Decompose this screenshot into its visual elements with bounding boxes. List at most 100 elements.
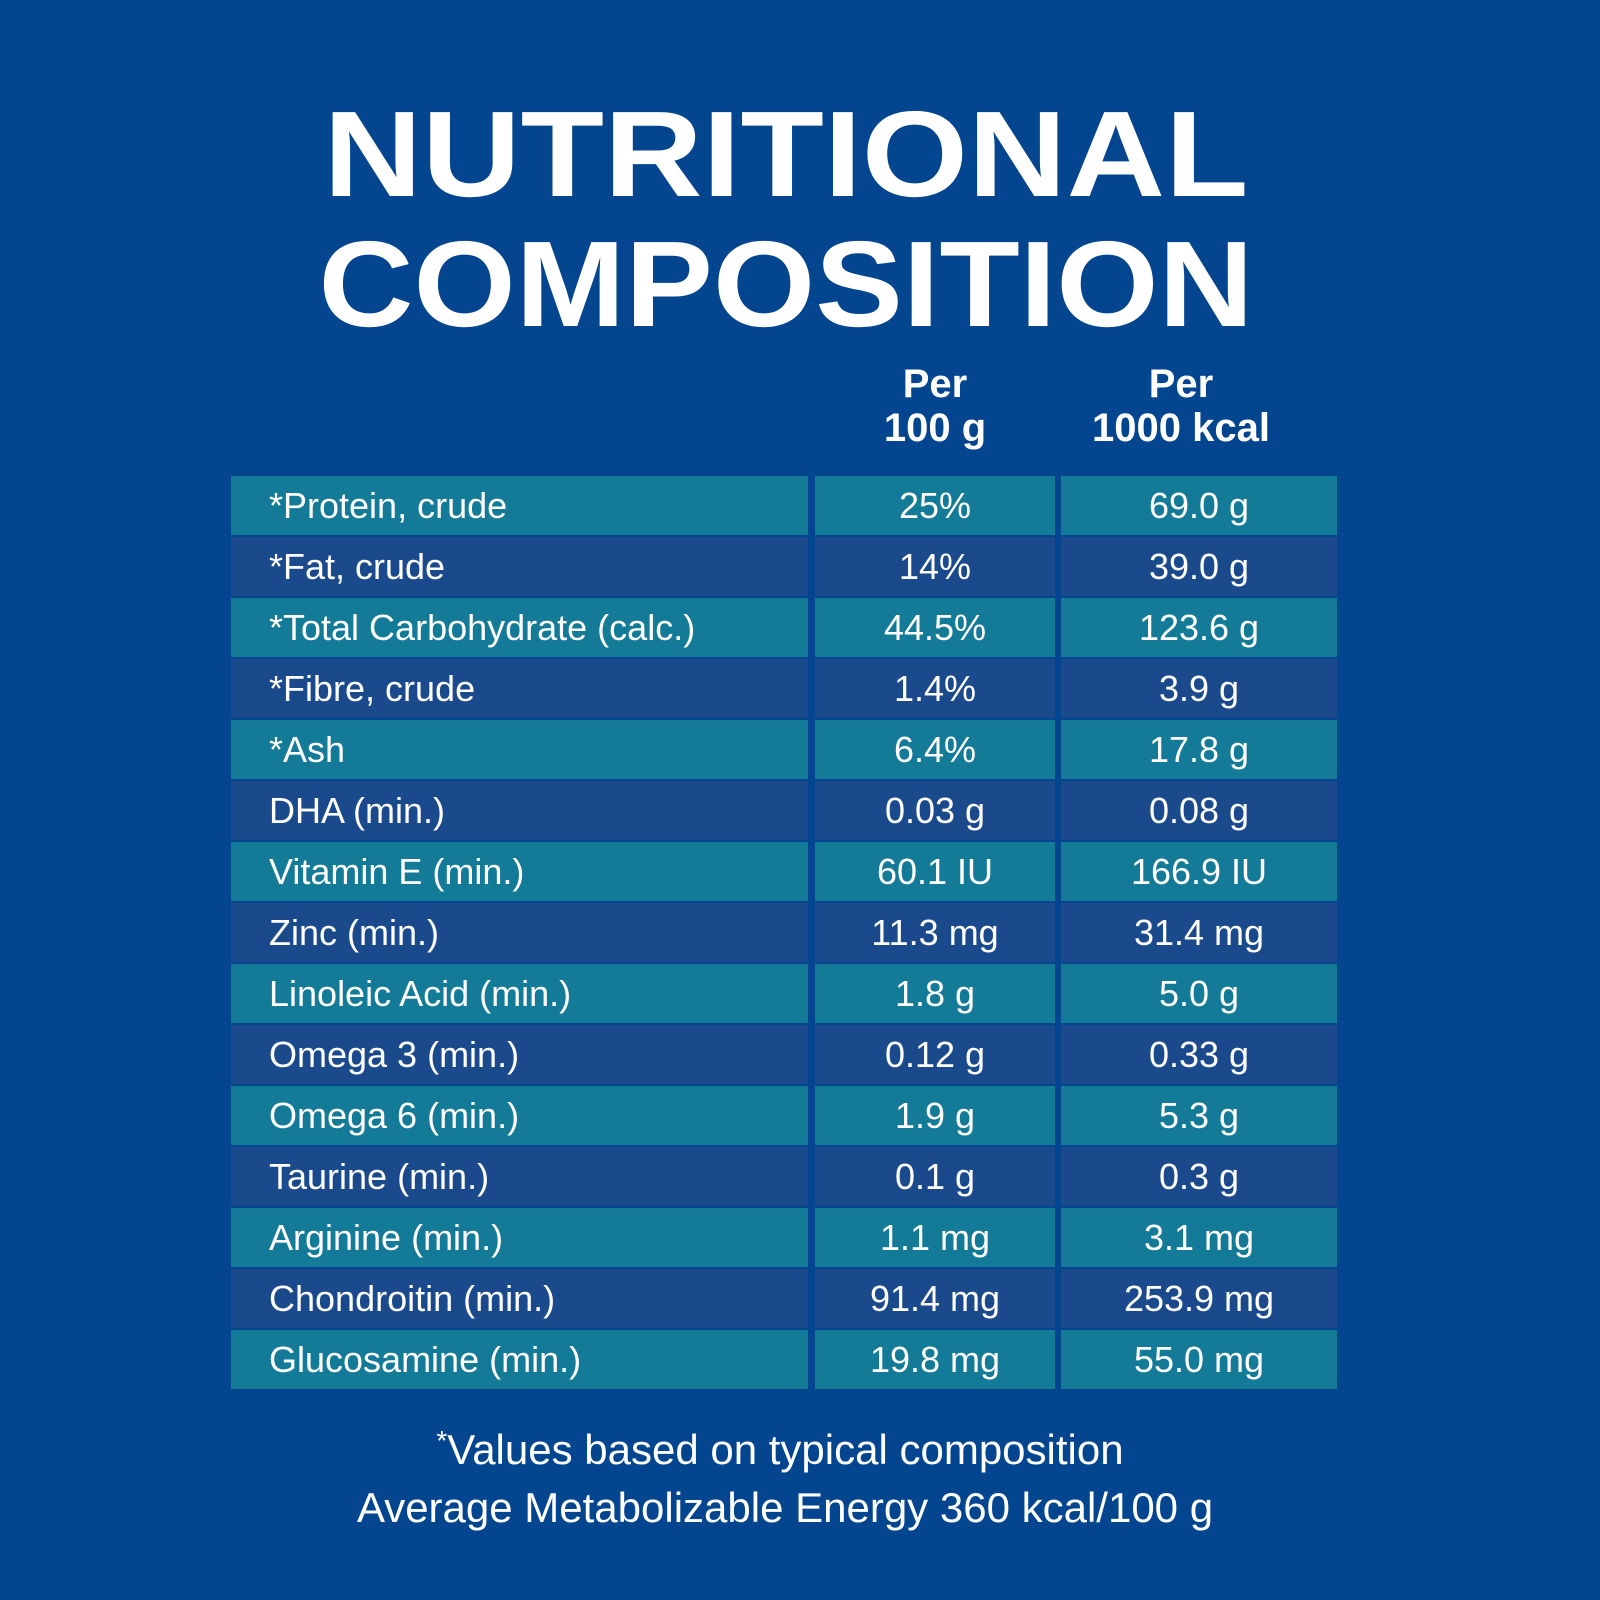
nutrient-name: DHA (min.) [269,790,445,831]
column-header: Per [903,362,968,406]
nutrient-value: 6.4% [894,729,976,770]
title-line: NUTRITIONAL [324,86,1249,222]
nutrient-value: 1.8 g [895,973,975,1014]
nutrient-value: 3.9 g [1159,668,1239,709]
nutrient-value: 0.33 g [1149,1034,1249,1075]
footnote-text: Values based on typical composition [447,1426,1123,1473]
nutrient-name: Arginine (min.) [269,1217,503,1258]
table-cell [231,537,808,596]
nutrient-name: Omega 3 (min.) [269,1034,519,1075]
table-cell [815,1330,1055,1389]
table-cell [815,598,1055,657]
nutrient-value: 253.9 mg [1124,1278,1274,1319]
nutrient-value: 17.8 g [1149,729,1249,770]
table-cell [1061,1208,1337,1267]
nutrient-name: Linoleic Acid (min.) [269,973,571,1014]
nutrient-value: 1.9 g [895,1095,975,1136]
table-cell [1061,1330,1337,1389]
table-cell [231,964,808,1023]
table-cell [231,1086,808,1145]
table-cell [1061,1269,1337,1328]
column-header: Per [1149,362,1214,406]
table-cell [231,1269,808,1328]
table-cell [1061,1025,1337,1084]
title-line: COMPOSITION [319,216,1254,352]
nutrient-name: Vitamin E (min.) [269,851,524,892]
table-cell [815,720,1055,779]
table-cell [815,476,1055,535]
table-cell [1061,720,1337,779]
nutrient-value: 166.9 IU [1131,851,1267,892]
nutrient-value: 0.03 g [885,790,985,831]
nutrient-name: *Total Carbohydrate (calc.) [269,607,695,648]
nutrient-name: Omega 6 (min.) [269,1095,519,1136]
nutrient-name: *Fat, crude [269,546,445,587]
nutrient-value: 11.3 mg [871,912,998,953]
table-cell [1061,903,1337,962]
nutrient-value: 14% [899,546,971,587]
nutrient-value: 5.3 g [1159,1095,1239,1136]
nutrient-name: *Ash [269,729,345,770]
nutrient-value: 0.1 g [895,1156,975,1197]
column-header: 100 g [884,406,986,450]
table-cell [815,964,1055,1023]
table-cell [815,842,1055,901]
table-cell [231,598,808,657]
table-cell [1061,781,1337,840]
table-cell [1061,964,1337,1023]
nutrient-value: 3.1 mg [1144,1217,1254,1258]
table-cell [231,903,808,962]
table-cell [231,781,808,840]
nutrient-name: Taurine (min.) [269,1156,489,1197]
table-cell [231,1025,808,1084]
table-cell [815,1269,1055,1328]
nutrient-value: 5.0 g [1159,973,1239,1014]
nutrient-value: 69.0 g [1149,485,1249,526]
table-cell [231,476,808,535]
nutrient-value: 19.8 mg [870,1339,1000,1380]
footnote-line: *Values based on typical composition [436,1425,1123,1473]
table-cell [231,1147,808,1206]
table-cell [231,842,808,901]
table-cell [1061,1147,1337,1206]
nutrient-value: 0.3 g [1159,1156,1239,1197]
table-cell [815,1086,1055,1145]
table-cell [231,659,808,718]
nutrient-value: 44.5% [884,607,986,648]
nutrient-name: *Fibre, crude [269,668,475,709]
nutrient-value: 91.4 mg [870,1278,1000,1319]
nutrient-name: *Protein, crude [269,485,507,526]
nutrient-value: 0.12 g [885,1034,985,1075]
table-cell [1061,598,1337,657]
table-cell [815,1025,1055,1084]
nutrient-value: 123.6 g [1139,607,1259,648]
table-cell [231,1330,808,1389]
nutrient-value: 31.4 mg [1134,912,1264,953]
nutrient-value: 1.4% [894,668,976,709]
table-cell [815,781,1055,840]
nutrient-name: Glucosamine (min.) [269,1339,581,1380]
nutrient-value: 39.0 g [1149,546,1249,587]
footnote-mark: * [436,1425,447,1456]
table-cell [1061,1086,1337,1145]
table-cell [1061,659,1337,718]
nutrient-value: 25% [899,485,971,526]
table-cell [231,720,808,779]
nutrient-value: 60.1 IU [877,851,993,892]
nutrient-value: 1.1 mg [880,1217,990,1258]
table-cell [815,659,1055,718]
footnote-line: Average Metabolizable Energy 360 kcal/10… [357,1484,1213,1531]
column-header: 1000 kcal [1092,406,1270,450]
table-cell [815,1208,1055,1267]
nutrient-name: Chondroitin (min.) [269,1278,555,1319]
nutrient-value: 0.08 g [1149,790,1249,831]
table-cell [1061,476,1337,535]
nutrient-name: Zinc (min.) [269,912,439,953]
table-cell [815,537,1055,596]
nutrient-value: 55.0 mg [1134,1339,1264,1380]
table-cell [1061,537,1337,596]
table-cell [815,1147,1055,1206]
table-cell [231,1208,808,1267]
table-cell [1061,842,1337,901]
